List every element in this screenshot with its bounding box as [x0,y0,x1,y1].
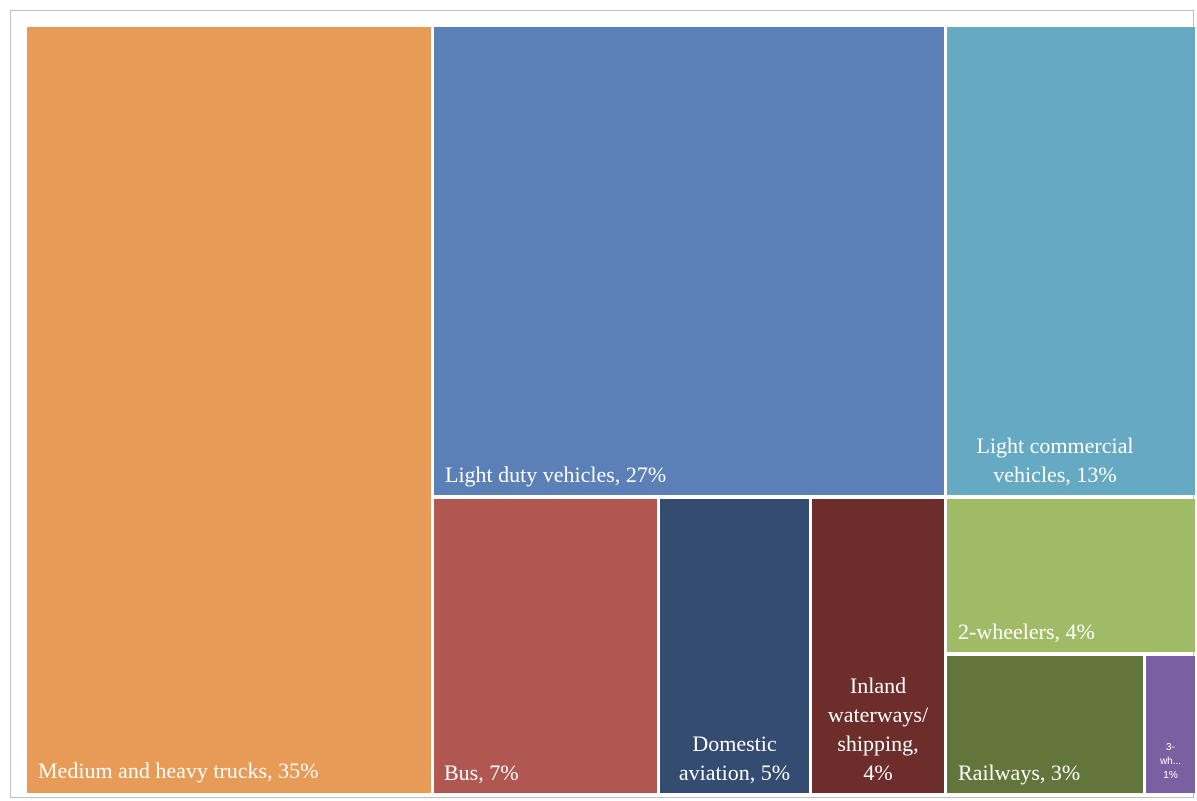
tile-label-bus: Bus, 7% [444,760,519,785]
tile-label-2-wheelers: 2-wheelers, 4% [958,619,1095,644]
tile-bus: Bus, 7% [434,499,657,793]
tile-label-medium-heavy-trucks: Medium and heavy trucks, 35% [38,758,319,783]
tile-label-light-duty-vehicles: Light duty vehicles, 27% [445,462,667,487]
tile-label-3-wheelers: 3- wh... 1% [1159,742,1182,781]
tile-railways: Railways, 3% [947,656,1143,793]
tile-medium-heavy-trucks: Medium and heavy trucks, 35% [27,27,431,793]
tile-2-wheelers: 2-wheelers, 4% [947,499,1195,652]
tile-light-commercial-vehicles: Light commercial vehicles, 13% [947,27,1195,495]
treemap-chart: Medium and heavy trucks, 35% Light duty … [10,10,1195,798]
tile-inland-waterways-shipping: Inland waterways/ shipping, 4% [812,499,944,793]
tile-domestic-aviation: Domestic aviation, 5% [660,499,809,793]
tile-label-railways: Railways, 3% [958,760,1081,785]
tile-label-inland-waterways-shipping: Inland waterways/ shipping, 4% [827,673,929,785]
tile-label-light-commercial-vehicles: Light commercial vehicles, 13% [976,433,1134,487]
tile-light-duty-vehicles: Light duty vehicles, 27% [434,27,944,495]
tile-3-wheelers: 3- wh... 1% [1146,656,1195,793]
tile-label-domestic-aviation: Domestic aviation, 5% [678,731,791,785]
